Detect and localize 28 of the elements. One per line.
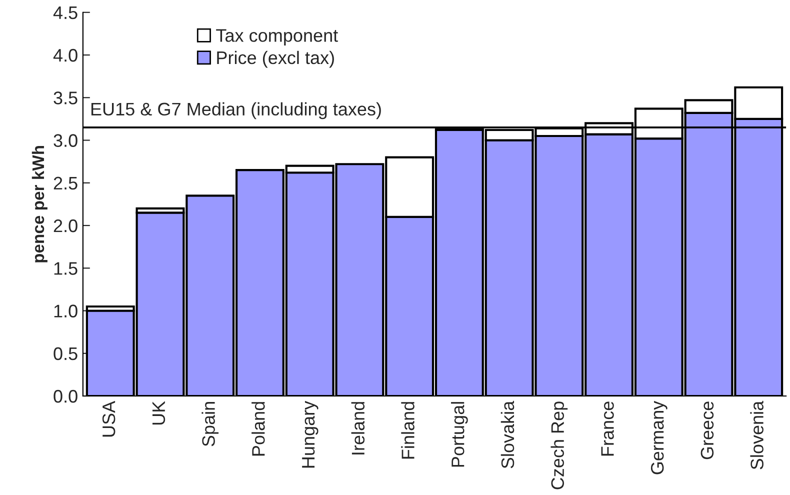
x-tick-label: Slovenia: [750, 400, 764, 470]
y-tick-label: 4.0: [53, 48, 78, 62]
x-tick-label: USA: [102, 400, 116, 437]
x-tick-label: Greece: [700, 402, 714, 460]
y-tick-label: 2.0: [54, 219, 78, 232]
y-tick-label: 4.5: [53, 6, 78, 20]
y-tick-label: 1.5: [54, 262, 78, 275]
y-tick-label: 0.0: [54, 390, 78, 403]
x-tick-label: Portugal: [451, 402, 468, 467]
x-tick-label: France: [601, 402, 614, 456]
x-tick-label: Hungary: [302, 400, 318, 468]
x-tick-label: UK: [152, 401, 166, 425]
x-tick-label: Ireland: [351, 402, 365, 454]
y-tick-label: 0.5: [54, 347, 78, 360]
x-tick-label: Czech Rep: [550, 402, 568, 490]
y-axis-title: pence per kWh: [32, 146, 48, 262]
legend-label: Tax component: [216, 29, 338, 46]
x-tick-label: Poland: [252, 402, 265, 456]
x-tick-label: Slovakia: [500, 400, 514, 468]
ref-line-label: EU15 & G7 Median (including taxes): [91, 102, 381, 120]
x-tick-label: Finland: [401, 402, 414, 459]
y-tick-label: 1.0: [54, 304, 78, 318]
x-tick-label: Germany: [650, 400, 668, 474]
y-tick-label: 3.0: [54, 134, 78, 147]
y-tick-label: 2.5: [54, 176, 78, 190]
x-tick-label: Spain: [202, 402, 219, 446]
y-tick-label: 3.5: [54, 92, 78, 104]
legend-label: Price (excl tax): [217, 50, 334, 68]
